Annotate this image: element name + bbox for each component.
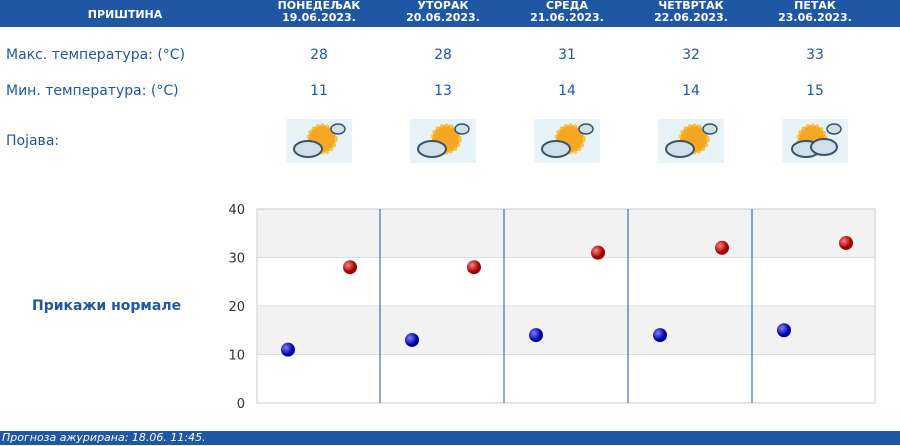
plot-border	[256, 208, 876, 404]
max-temp-value: 28	[434, 47, 452, 63]
min-temp-value: 13	[434, 83, 452, 99]
min-temp-point	[405, 332, 419, 347]
y-tick-label: 10	[228, 349, 245, 364]
min-temp-point	[777, 323, 791, 338]
y-tick-label: 30	[228, 252, 245, 267]
day-name: ПОНЕДЕЉАК	[277, 0, 361, 12]
max-temp-value: 32	[682, 47, 700, 63]
day-header: ПОНЕДЕЉАК 19.06.2023.	[257, 0, 381, 24]
cloudy-sun-icon	[782, 119, 848, 163]
max-temp-point	[591, 245, 605, 260]
max-temp-point	[839, 235, 853, 250]
day-header: ПЕТАК 23.06.2023.	[753, 0, 877, 24]
max-temp-value: 28	[310, 47, 328, 63]
forecast-updated: Прогноза ажурирана: 18.06. 11:45.	[0, 431, 900, 445]
max-temp-point	[467, 260, 481, 275]
day-header: ЧЕТВРТАК 22.06.2023.	[629, 0, 753, 24]
day-date: 23.06.2023.	[778, 11, 852, 24]
day-header: УТОРАК 20.06.2023.	[381, 0, 505, 24]
day-name: ПЕТАК	[794, 0, 836, 12]
min-temp-value: 14	[682, 83, 700, 99]
y-tick-label: 0	[237, 397, 245, 412]
day-date: 19.06.2023.	[282, 11, 356, 24]
partly-cloudy-sun-icon	[534, 119, 600, 163]
partly-cloudy-sun-icon	[410, 119, 476, 163]
y-tick-label: 40	[228, 203, 245, 218]
day-header: СРЕДА 21.06.2023.	[505, 0, 629, 24]
day-date: 20.06.2023.	[406, 11, 480, 24]
max-temp-label: Макс. температура: (°C)	[6, 47, 186, 63]
day-date: 21.06.2023.	[530, 11, 604, 24]
min-temp-label: Мин. температура: (°C)	[6, 83, 179, 99]
min-temp-point	[653, 328, 667, 343]
y-tick-label: 20	[228, 300, 245, 315]
min-temp-value: 14	[558, 83, 576, 99]
day-name: УТОРАК	[417, 0, 469, 12]
min-temp-point	[281, 342, 295, 357]
temperature-chart: 0 10 20 30 40	[228, 203, 876, 412]
header-bar: ПРИШТИНА ПОНЕДЕЉАК 19.06.2023. УТОРАК 20.06…	[0, 0, 900, 27]
min-temp-point	[529, 328, 543, 343]
max-temp-point	[715, 240, 729, 255]
max-temp-point	[343, 260, 357, 275]
city-name: ПРИШТИНА	[87, 8, 163, 21]
max-temp-value: 33	[806, 47, 824, 63]
partly-cloudy-sun-icon	[286, 119, 352, 163]
day-name: ЧЕТВРТАК	[658, 0, 724, 12]
day-date: 22.06.2023.	[654, 11, 728, 24]
day-name: СРЕДА	[546, 0, 588, 12]
partly-cloudy-sun-icon	[658, 119, 724, 163]
max-temp-value: 31	[558, 47, 576, 63]
min-temp-value: 11	[310, 83, 328, 99]
phenomenon-label: Појава:	[6, 133, 60, 149]
grid-band	[257, 306, 875, 355]
grid-band	[257, 209, 875, 258]
show-normals-link[interactable]: Прикажи нормале	[32, 298, 182, 314]
min-temp-value: 15	[806, 83, 824, 99]
